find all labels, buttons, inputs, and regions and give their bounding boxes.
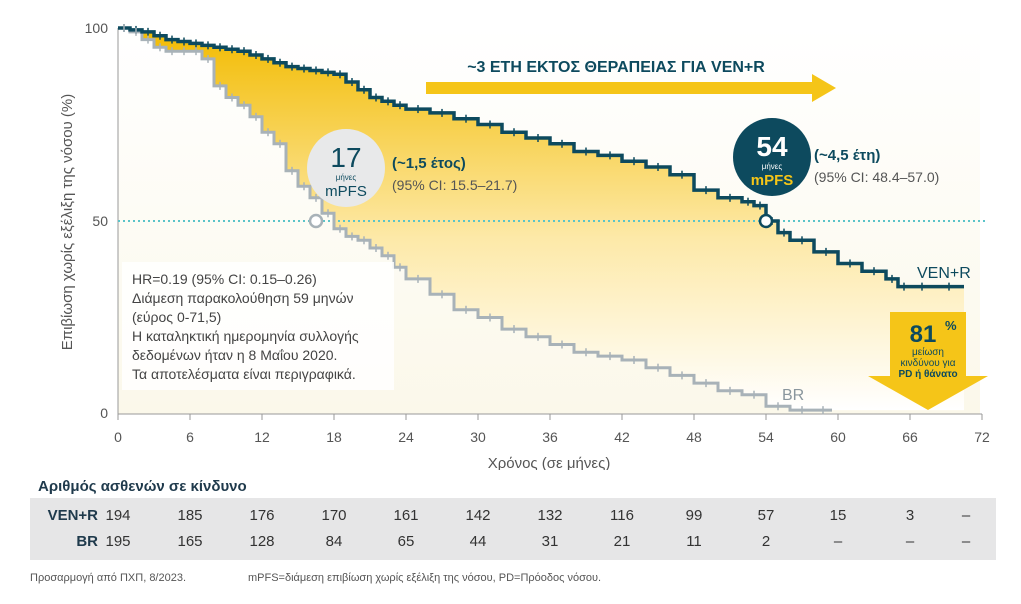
br-median-years: (~1,5 έτος) <box>392 155 466 172</box>
stats-line: HR=0.19 (95% CI: 0.15–0.26) <box>132 271 317 287</box>
x-tick-label: 12 <box>254 429 270 445</box>
banner-arrow <box>426 74 836 102</box>
y-axis-label: Επιβίωση χωρίς εξέλιξη της νόσου (%) <box>59 94 76 351</box>
x-tick-label: 24 <box>398 429 414 445</box>
venr-median-label: mPFS <box>751 172 794 189</box>
x-tick-label: 66 <box>902 429 918 445</box>
reduction-line: μείωση <box>912 346 944 358</box>
br-median-badge: 17 μήνες mPFS <box>307 129 385 207</box>
risk-cell: 195 <box>105 533 131 550</box>
risk-table-title: Αριθμός ασθενών σε κίνδυνο <box>38 478 247 495</box>
risk-cell: 11 <box>686 533 702 550</box>
median-marker-venr <box>758 213 774 229</box>
x-tick-label: 6 <box>186 429 194 445</box>
br-median-value: 17 <box>330 142 361 173</box>
y-tick-label-0: 0 <box>100 405 108 421</box>
banner-arrow-shaft <box>426 82 814 94</box>
risk-cell: 142 <box>465 507 491 524</box>
series-label-br: BR <box>782 387 804 404</box>
footnote-abbreviations: mPFS=διάμεση επιβίωση χωρίς εξέλιξη της … <box>248 572 602 584</box>
risk-cell: 161 <box>393 507 419 524</box>
br-median-ci: (95% CI: 15.5–21.7) <box>392 177 517 193</box>
risk-table: VEN+R 194 185 176 170 161 142 132 116 99… <box>30 498 996 560</box>
reduction-line: κινδύνου για <box>900 357 955 369</box>
x-tick-label: 60 <box>830 429 846 445</box>
x-tick-label: 30 <box>470 429 486 445</box>
stats-box-bg <box>122 262 394 390</box>
x-tick-label: 72 <box>974 429 990 445</box>
risk-cell: 15 <box>829 507 847 524</box>
stats-line: Τα αποτελέσματα είναι περιγραφικά. <box>132 366 356 382</box>
median-marker-br <box>308 213 324 229</box>
venr-median-years: (~4,5 έτη) <box>814 147 880 164</box>
risk-cell: – <box>833 533 843 550</box>
risk-cell: 44 <box>469 533 487 550</box>
risk-cell: 84 <box>325 533 343 550</box>
stats-box: HR=0.19 (95% CI: 0.15–0.26) Διάμεση παρα… <box>122 262 394 390</box>
venr-median-circle <box>733 118 811 196</box>
br-median-unit: μήνες <box>336 173 357 182</box>
risk-row-venr: VEN+R 194 185 176 170 161 142 132 116 99… <box>30 503 996 529</box>
risk-cell: 116 <box>610 507 634 524</box>
risk-cell: 132 <box>537 507 563 524</box>
x-axis-ticks: 0 6 12 18 24 30 36 42 48 54 60 66 72 <box>114 414 990 445</box>
risk-cell: – <box>961 533 971 550</box>
br-median-circle <box>307 129 385 207</box>
venr-median-ci: (95% CI: 48.4–57.0) <box>814 169 939 185</box>
risk-cell: 194 <box>105 507 131 524</box>
stats-line: Η καταληκτική ημερομηνία συλλογής <box>132 328 359 344</box>
reduction-arrow-shape <box>868 312 988 410</box>
br-median-label: mPFS <box>325 183 367 200</box>
area-between-curves <box>118 28 964 411</box>
y-tick-label-100: 100 <box>85 20 109 36</box>
risk-cell: 57 <box>757 507 775 524</box>
risk-row-label: VEN+R <box>47 507 98 524</box>
banner-text: ~3 ΕΤΗ ΕΚΤΟΣ ΘΕΡΑΠΕΙΑΣ ΓΙΑ VEN+R <box>467 59 765 76</box>
venr-median-value: 54 <box>756 131 788 162</box>
reduction-value: 81 <box>910 321 937 348</box>
x-tick-label: 36 <box>542 429 558 445</box>
series-label-venr: VEN+R <box>917 265 971 282</box>
venr-median-badge: 54 μήνες mPFS <box>733 118 811 196</box>
stats-line: (εύρος 0-71,5) <box>132 309 221 325</box>
risk-cell: 165 <box>177 533 203 550</box>
x-axis-label: Χρόνος (σε μήνες) <box>488 455 611 470</box>
x-tick-label: 18 <box>326 429 342 445</box>
pfs-chart: 0 6 12 18 24 30 36 42 48 54 60 66 72 100 50 0 Επιβίω… <box>59 20 990 470</box>
reduction-arrow: 81 % μείωση κινδύνου για PD ή θάνατο <box>868 312 988 410</box>
reduction-percent: % <box>945 318 957 333</box>
risk-cell: 128 <box>249 533 275 550</box>
risk-cell: 176 <box>249 507 275 524</box>
x-tick-label: 54 <box>758 429 774 445</box>
series-line-br <box>118 26 832 412</box>
risk-cell: 3 <box>905 507 915 524</box>
risk-cell: 31 <box>541 533 559 550</box>
venr-median-unit: μήνες <box>762 162 783 171</box>
reduction-line: PD ή θάνατο <box>898 369 957 380</box>
risk-cell: – <box>961 507 971 524</box>
risk-cell: – <box>905 533 915 550</box>
risk-cell: 21 <box>613 533 631 550</box>
risk-row-label: BR <box>76 533 98 550</box>
risk-row-br: BR 195 165 128 84 65 44 31 21 11 2 – – – <box>30 529 996 555</box>
y-tick-label-50: 50 <box>92 213 108 229</box>
x-tick-label: 0 <box>114 429 122 445</box>
risk-cell: 65 <box>397 533 415 550</box>
risk-cell: 185 <box>177 507 203 524</box>
censor-marks <box>123 24 950 415</box>
footnote-source: Προσαρμογή από ΠΧΠ, 8/2023. <box>30 572 187 584</box>
risk-cell: 170 <box>321 507 347 524</box>
risk-cell: 2 <box>761 533 771 550</box>
x-tick-label: 42 <box>614 429 630 445</box>
x-tick-label: 48 <box>686 429 702 445</box>
risk-cell: 99 <box>685 507 703 524</box>
banner-arrow-head <box>812 74 836 102</box>
stats-line: δεδομένων ήταν η 8 Μαΐου 2020. <box>132 347 337 363</box>
stats-line: Διάμεση παρακολούθηση 59 μηνών <box>132 290 354 306</box>
